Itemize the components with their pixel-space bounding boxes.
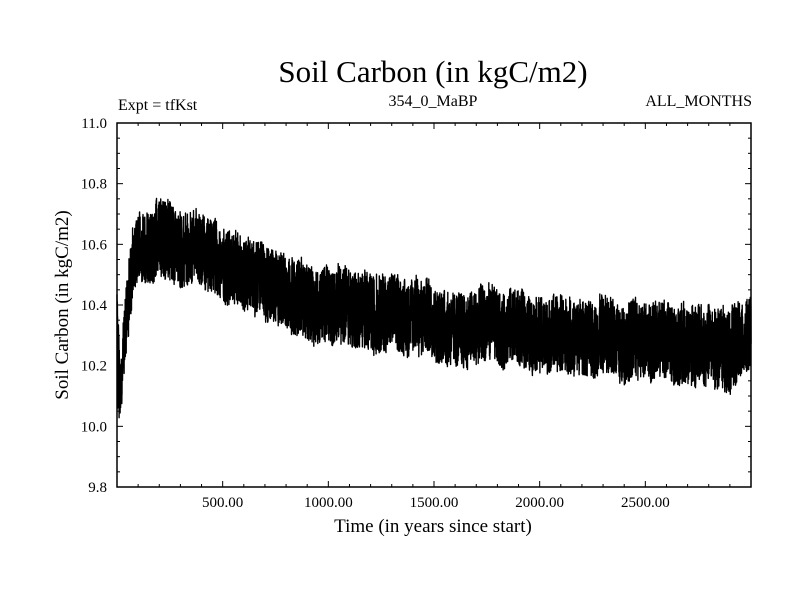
x-tick-label: 500.00 <box>202 495 243 511</box>
y-tick-label: 9.8 <box>88 480 107 496</box>
x-tick-label: 2500.00 <box>621 495 670 511</box>
x-axis: 500.00 1000.00 1500.00 2000.00 2500.00 <box>137 123 731 511</box>
y-tick-label: 10.8 <box>81 177 107 193</box>
x-tick-label: 1000.00 <box>304 495 353 511</box>
y-axis: 9.8 10.0 10.2 10.4 10.6 10.8 11.0 <box>81 116 751 496</box>
months-label: ALL_MONTHS <box>645 93 752 110</box>
plot-area <box>116 197 752 419</box>
y-tick-label: 11.0 <box>81 116 107 132</box>
y-tick-label: 10.0 <box>81 419 107 435</box>
y-tick-label: 10.2 <box>81 359 107 375</box>
y-tick-label: 10.4 <box>81 298 108 314</box>
x-tick-label: 2000.00 <box>515 495 564 511</box>
experiment-label: Expt = tfKst <box>118 97 198 114</box>
y-tick-label: 10.6 <box>81 237 108 253</box>
x-axis-label: Time (in years since start) <box>334 516 532 537</box>
chart-title: Soil Carbon (in kgC/m2) <box>278 54 587 89</box>
soil-carbon-series-line <box>116 197 752 419</box>
x-tick-label: 1500.00 <box>410 495 459 511</box>
y-axis-label: Soil Carbon (in kgC/m2) <box>52 210 73 399</box>
period-label: 354_0_MaBP <box>389 93 478 110</box>
